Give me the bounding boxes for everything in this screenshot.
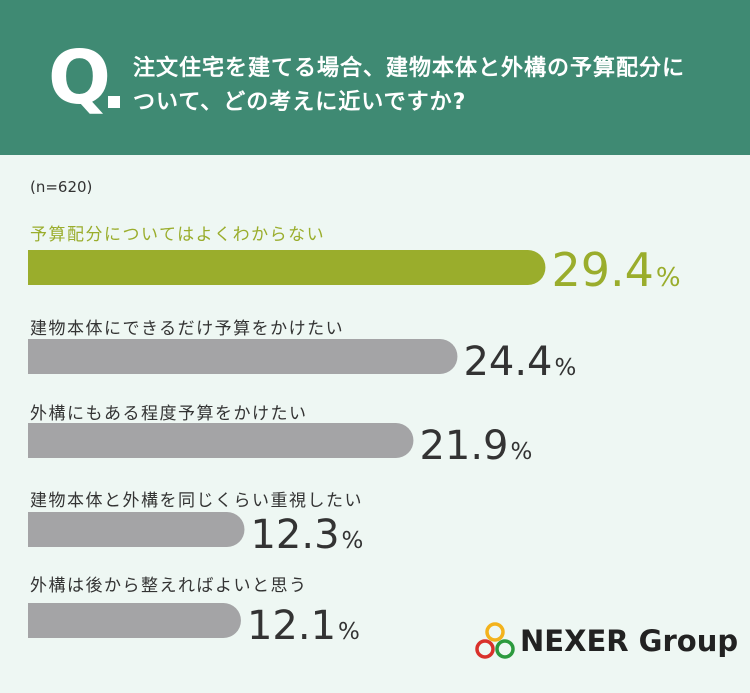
question-line-1: 注文住宅を建てる場合、建物本体と外構の予算配分に [133, 56, 686, 81]
nexer-logo-icon [475, 622, 515, 659]
value-label: 24.4% [463, 339, 576, 385]
question-text: 注文住宅を建てる場合、建物本体と外構の予算配分に ついて、どの考えに近いですか? [133, 52, 733, 120]
bar [28, 339, 458, 374]
value-label: 12.1% [247, 603, 360, 649]
question-line-2: ついて、どの考えに近いですか? [133, 90, 467, 115]
category-label: 予算配分についてはよくわからない [30, 225, 326, 245]
question-header: Q 注文住宅を建てる場合、建物本体と外構の予算配分に ついて、どの考えに近いです… [0, 0, 750, 155]
category-label: 建物本体にできるだけ予算をかけたい [30, 319, 345, 339]
bar [28, 512, 245, 547]
category-label: 外構は後から整えればよいと思う [30, 576, 308, 596]
sample-size: (n=620) [30, 178, 93, 196]
value-label: 21.9% [419, 423, 532, 469]
logo-text: NEXER Group [520, 624, 739, 658]
bar [28, 250, 546, 285]
q-mark: Q [48, 35, 111, 121]
category-label: 外構にもある程度予算をかけたい [30, 404, 308, 424]
value-label: 29.4% [551, 243, 680, 297]
q-dot [108, 96, 120, 108]
value-label: 12.3% [250, 512, 363, 558]
bar [28, 603, 241, 638]
category-label: 建物本体と外構を同じくらい重視したい [30, 491, 363, 511]
bar [28, 423, 414, 458]
